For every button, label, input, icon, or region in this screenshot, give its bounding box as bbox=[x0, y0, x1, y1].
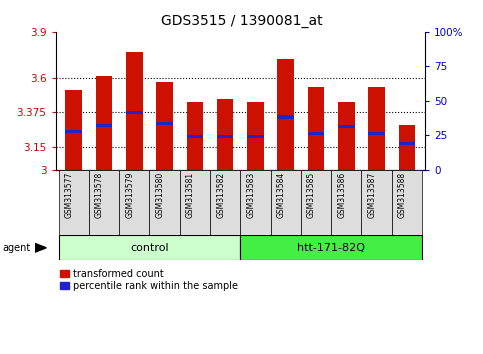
Bar bbox=[338, 102, 355, 170]
Bar bbox=[65, 90, 82, 170]
FancyBboxPatch shape bbox=[89, 170, 119, 235]
Bar bbox=[96, 124, 113, 127]
Text: GSM313582: GSM313582 bbox=[216, 172, 225, 218]
Bar bbox=[65, 130, 82, 133]
Bar bbox=[277, 115, 294, 119]
Text: GSM313584: GSM313584 bbox=[277, 172, 286, 218]
FancyBboxPatch shape bbox=[270, 170, 301, 235]
FancyBboxPatch shape bbox=[119, 170, 149, 235]
Bar bbox=[156, 82, 173, 170]
Bar bbox=[368, 87, 385, 170]
FancyBboxPatch shape bbox=[58, 170, 89, 235]
FancyBboxPatch shape bbox=[392, 170, 422, 235]
FancyBboxPatch shape bbox=[331, 170, 361, 235]
Text: GSM313587: GSM313587 bbox=[368, 172, 377, 218]
FancyBboxPatch shape bbox=[301, 170, 331, 235]
Bar bbox=[186, 135, 203, 138]
Text: control: control bbox=[130, 243, 169, 253]
FancyBboxPatch shape bbox=[241, 170, 270, 235]
Text: GSM313580: GSM313580 bbox=[156, 172, 165, 218]
FancyBboxPatch shape bbox=[210, 170, 241, 235]
Text: GSM313579: GSM313579 bbox=[125, 172, 134, 218]
Bar bbox=[217, 135, 233, 138]
Text: GSM313583: GSM313583 bbox=[246, 172, 256, 218]
FancyBboxPatch shape bbox=[58, 235, 241, 260]
Text: GSM313578: GSM313578 bbox=[95, 172, 104, 218]
Bar bbox=[217, 99, 233, 170]
Bar bbox=[277, 59, 294, 170]
Bar bbox=[368, 132, 385, 135]
Bar bbox=[398, 142, 415, 144]
FancyBboxPatch shape bbox=[180, 170, 210, 235]
Text: GDS3515 / 1390081_at: GDS3515 / 1390081_at bbox=[161, 14, 322, 28]
Bar bbox=[186, 102, 203, 170]
FancyBboxPatch shape bbox=[361, 170, 392, 235]
Bar bbox=[338, 125, 355, 129]
Polygon shape bbox=[35, 243, 46, 252]
Bar bbox=[126, 52, 142, 170]
Text: GSM313585: GSM313585 bbox=[307, 172, 316, 218]
Bar bbox=[398, 125, 415, 170]
Text: GSM313588: GSM313588 bbox=[398, 172, 407, 218]
Bar bbox=[308, 87, 325, 170]
Text: GSM313586: GSM313586 bbox=[337, 172, 346, 218]
Bar bbox=[156, 122, 173, 125]
Bar bbox=[247, 135, 264, 138]
Text: htt-171-82Q: htt-171-82Q bbox=[297, 243, 365, 253]
Bar bbox=[308, 132, 325, 135]
Text: agent: agent bbox=[2, 243, 30, 253]
Legend: transformed count, percentile rank within the sample: transformed count, percentile rank withi… bbox=[60, 269, 238, 291]
Bar bbox=[247, 102, 264, 170]
Text: GSM313581: GSM313581 bbox=[186, 172, 195, 218]
FancyBboxPatch shape bbox=[241, 235, 422, 260]
Bar bbox=[96, 76, 113, 170]
Text: GSM313577: GSM313577 bbox=[65, 172, 74, 218]
FancyBboxPatch shape bbox=[149, 170, 180, 235]
Bar bbox=[126, 111, 142, 114]
